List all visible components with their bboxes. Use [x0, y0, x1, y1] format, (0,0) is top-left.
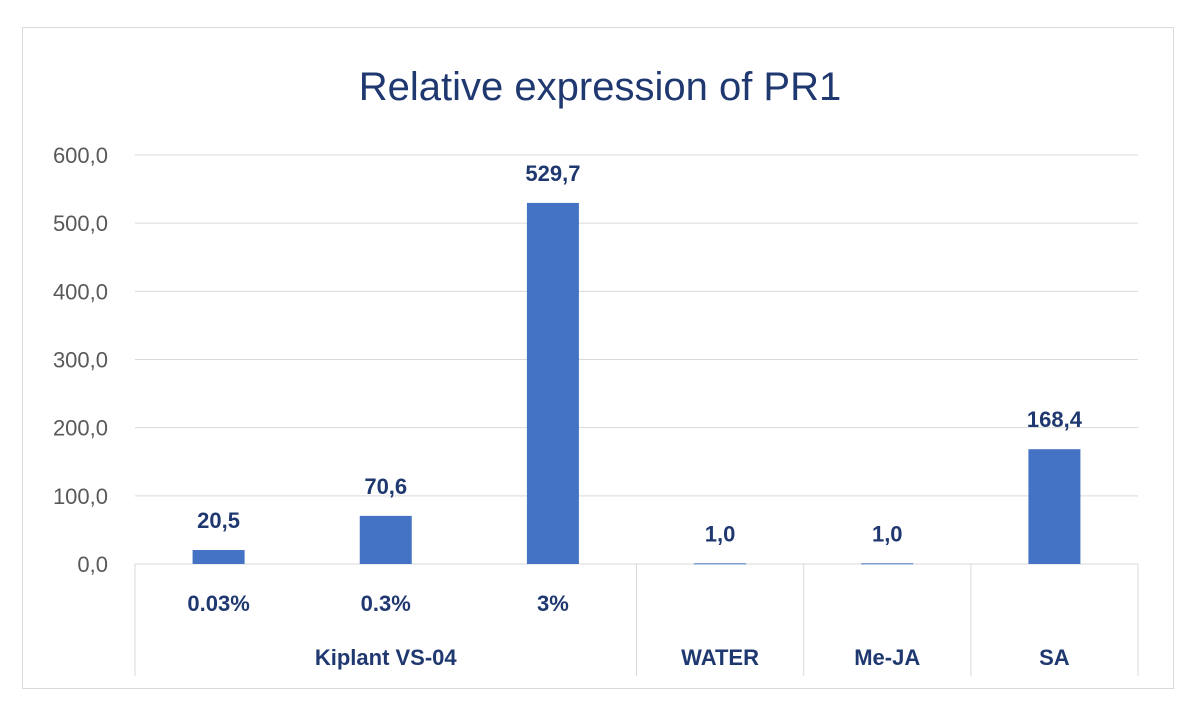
- bar: [1028, 449, 1081, 564]
- labels: 0,0 100,0 200,0 300,0 400,0 500,0 600,0 20,5 70,…: [53, 143, 1083, 670]
- y-tick-label: 100,0: [53, 484, 108, 509]
- data-label: 168,4: [1027, 407, 1083, 432]
- data-label: 529,7: [525, 161, 580, 186]
- bar: [192, 550, 245, 564]
- data-label: 70,6: [364, 474, 407, 499]
- y-tick-label: 400,0: [53, 279, 108, 304]
- y-tick-label: 300,0: [53, 348, 108, 373]
- data-label: 20,5: [197, 508, 240, 533]
- x-group-label: SA: [1039, 645, 1070, 670]
- y-tick-label: 600,0: [53, 143, 108, 168]
- chart-frame: [22, 27, 1174, 689]
- gridlines: [135, 154, 1138, 497]
- x-category-label: 0.03%: [187, 591, 249, 616]
- bar: [526, 202, 579, 564]
- chart-title: Relative expression of PR1: [359, 65, 841, 109]
- x-group-label: WATER: [681, 645, 759, 670]
- x-category-label: 3%: [537, 591, 569, 616]
- axes: [134, 563, 1139, 676]
- bar: [359, 515, 412, 564]
- bars: [192, 202, 1081, 565]
- data-label: 1,0: [705, 521, 736, 546]
- data-label: 1,0: [872, 521, 903, 546]
- y-tick-label: 500,0: [53, 211, 108, 236]
- bar: [861, 563, 914, 565]
- y-tick-label: 0,0: [77, 552, 108, 577]
- y-tick-label: 200,0: [53, 416, 108, 441]
- bar: [694, 563, 747, 565]
- x-group-label: Kiplant VS-04: [315, 645, 458, 670]
- x-category-label: 0.3%: [361, 591, 411, 616]
- x-group-label: Me-JA: [854, 645, 920, 670]
